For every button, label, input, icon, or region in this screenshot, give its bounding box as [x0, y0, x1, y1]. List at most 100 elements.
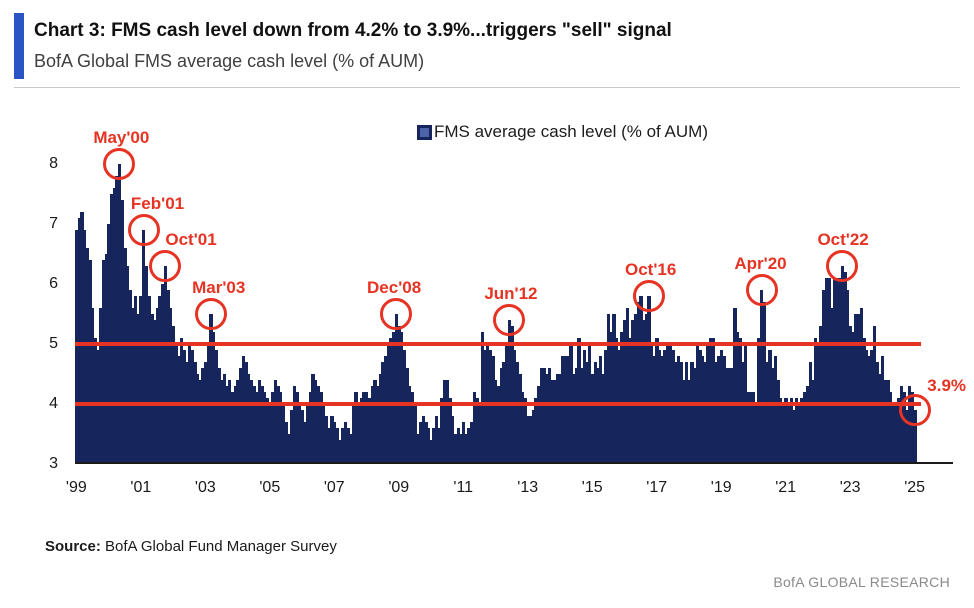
bar — [139, 296, 143, 463]
annotation-circle — [632, 280, 665, 312]
bar — [469, 422, 474, 463]
annotation-label: Oct'22 — [817, 230, 869, 249]
x-axis-tick-label: '03 — [194, 479, 216, 496]
bar — [499, 368, 503, 463]
y-axis-tick-label: 4 — [49, 395, 58, 412]
annotation-label: Oct'16 — [624, 260, 677, 279]
bar — [104, 254, 108, 463]
bar — [679, 362, 683, 463]
bar — [781, 404, 785, 463]
bar — [609, 332, 613, 463]
bar — [75, 230, 79, 463]
bar — [257, 380, 261, 463]
bar — [526, 416, 530, 463]
bar — [322, 404, 326, 463]
bar — [147, 296, 151, 463]
bar — [306, 404, 310, 463]
bar — [128, 290, 133, 463]
bar — [512, 350, 517, 463]
bar — [746, 392, 750, 463]
bar — [808, 362, 812, 463]
bar — [314, 380, 318, 463]
bar — [862, 338, 866, 463]
bar — [300, 410, 304, 463]
header-divider — [14, 87, 960, 88]
bar — [123, 248, 127, 463]
bar — [236, 380, 240, 463]
bar — [846, 290, 850, 463]
bar — [660, 356, 665, 463]
x-axis-line — [75, 462, 953, 464]
bar — [612, 314, 616, 463]
x-axis-tick-label: '15 — [581, 479, 603, 496]
bar — [770, 368, 775, 463]
bar — [488, 350, 493, 463]
bar — [142, 230, 146, 463]
bar — [674, 362, 678, 463]
bar — [152, 320, 157, 463]
bar — [698, 350, 702, 463]
bar — [593, 362, 597, 463]
chart-title: Chart 3: FMS cash level down from 4.2% t… — [34, 20, 672, 41]
bar — [778, 398, 783, 463]
bar — [717, 356, 721, 463]
bar — [531, 410, 536, 463]
bar — [701, 356, 705, 463]
bar — [475, 398, 479, 463]
bar — [523, 398, 527, 463]
bar — [875, 362, 879, 463]
bar — [827, 278, 831, 463]
bar — [303, 422, 307, 463]
bar — [577, 338, 581, 463]
bar — [311, 374, 315, 463]
bar — [864, 350, 869, 463]
bar — [233, 386, 237, 463]
bar — [357, 404, 361, 463]
x-axis-tick-label: '99 — [65, 479, 87, 496]
bar — [437, 428, 441, 463]
bar — [394, 314, 399, 463]
bar — [155, 308, 159, 463]
bar — [472, 392, 476, 463]
bar — [687, 380, 691, 463]
bar — [894, 404, 898, 463]
brand-watermark: BofA GLOBAL RESEARCH — [773, 574, 950, 590]
bar — [424, 422, 428, 463]
bar — [432, 428, 436, 463]
bar — [542, 368, 546, 463]
annotation-label: 3.9% — [927, 376, 967, 395]
bar — [241, 356, 245, 463]
annotation-label: May'00 — [93, 128, 150, 147]
bar — [230, 392, 235, 463]
bar — [287, 434, 291, 463]
bar — [805, 386, 810, 463]
bar — [402, 350, 407, 463]
bar — [182, 350, 186, 463]
bar — [555, 374, 560, 463]
bar — [572, 374, 576, 463]
bar — [276, 386, 280, 463]
bar — [150, 314, 154, 463]
bar — [373, 380, 377, 463]
bar — [854, 314, 858, 463]
bar — [198, 380, 202, 463]
bar — [410, 392, 415, 463]
bar — [709, 338, 713, 463]
bar — [448, 398, 452, 463]
y-axis-tick-label: 8 — [49, 155, 58, 172]
bar — [467, 428, 471, 463]
bar — [711, 338, 716, 463]
bar — [910, 392, 914, 463]
bar — [768, 350, 772, 463]
bar — [601, 374, 605, 463]
bar — [177, 356, 181, 463]
x-axis-tick-label: '25 — [904, 479, 926, 496]
bar — [244, 362, 248, 463]
bar — [580, 368, 584, 463]
bar — [840, 266, 845, 463]
bar — [671, 350, 675, 463]
bar — [443, 380, 447, 463]
bar — [295, 392, 299, 463]
bar — [88, 260, 92, 463]
bar — [405, 368, 409, 463]
